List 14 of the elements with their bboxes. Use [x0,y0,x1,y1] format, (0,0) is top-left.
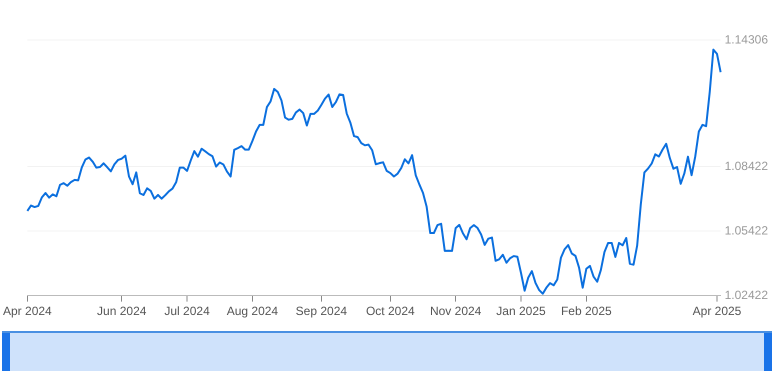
x-tick-label: Jan 2025 [496,304,546,318]
y-tick-label: 1.08422 [724,158,768,173]
x-tick-label: Aug 2024 [226,304,278,318]
x-tick-label: Feb 2025 [560,304,612,318]
x-tick-label: Jul 2024 [164,304,210,318]
x-tick-label: Sep 2024 [296,304,348,318]
x-tick-label: Apr 2025 [692,304,742,318]
y-tick-label: 1.02422 [724,288,768,302]
x-tick-label: Jun 2024 [97,304,147,318]
y-tick-label: 1.14306 [724,32,768,46]
x-tick-label: Oct 2024 [366,304,415,318]
y-tick-label: 1.05422 [724,223,768,238]
x-tick-label: Nov 2024 [430,304,482,318]
x-tick-label: Apr 2024 [3,304,52,318]
